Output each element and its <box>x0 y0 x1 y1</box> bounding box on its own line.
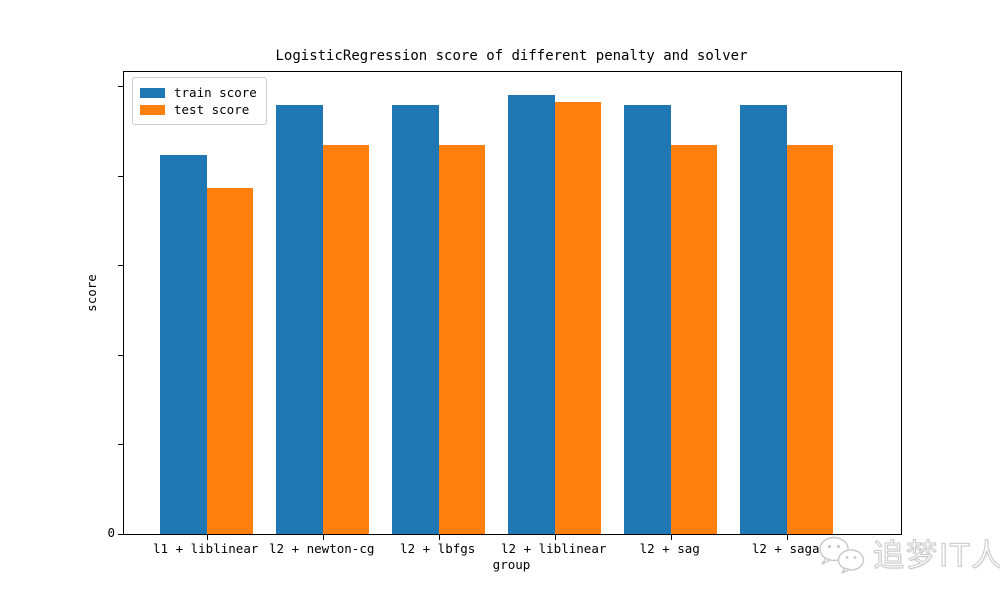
wechat-icon <box>819 536 865 574</box>
legend-items: train score test score <box>140 84 257 118</box>
legend-label: train score <box>174 84 257 100</box>
chart-title: LogisticRegression score of different pe… <box>275 48 748 64</box>
bar-train-score-6 <box>740 104 787 534</box>
y-tick <box>118 444 124 446</box>
bar-test-score-1 <box>206 188 254 534</box>
legend-label: test score <box>174 101 250 117</box>
x-tick-label-6: l2 + saga <box>751 541 820 556</box>
y-axis-label: score <box>84 274 99 312</box>
x-tick-label-2: l2 + newton-cg <box>269 541 375 556</box>
bar-train-score-1 <box>160 155 207 534</box>
bar-test-score-4 <box>554 102 602 534</box>
watermark-text: 追梦IT人 <box>872 538 1000 575</box>
y-tick <box>118 175 124 177</box>
y-tick <box>118 265 124 267</box>
legend-swatch-train-score <box>140 87 165 98</box>
plot-area: train score test score <box>118 71 902 540</box>
y-tick <box>118 534 124 535</box>
legend-swatch-test-score <box>140 104 165 115</box>
x-tick <box>786 534 788 540</box>
watermark: 追梦IT人 <box>817 534 1000 578</box>
legend: train score test score <box>132 77 267 125</box>
y-tick <box>118 354 124 356</box>
y-zero-label: 0 <box>107 525 115 540</box>
bar-train-score-2 <box>276 104 323 534</box>
bar-train-score-5 <box>624 104 671 534</box>
bar-test-score-2 <box>322 145 370 534</box>
x-tick <box>438 534 440 540</box>
bar-test-score-3 <box>438 145 486 534</box>
x-axis-label: group <box>492 557 531 572</box>
bar-train-score-4 <box>508 94 555 534</box>
x-tick-label-1: l1 + liblinear <box>153 541 259 556</box>
legend-item-test-score: test score <box>140 101 257 118</box>
bar-test-score-5 <box>670 145 718 534</box>
bar-test-score-6 <box>786 145 834 534</box>
x-tick <box>322 534 324 540</box>
legend-item-train-score: train score <box>140 84 257 101</box>
y-tick <box>118 86 124 87</box>
x-tick-label-5: l2 + sag <box>639 541 700 556</box>
bar-train-score-3 <box>392 104 439 534</box>
x-tick-label-4: l2 + liblinear <box>501 541 607 556</box>
x-tick <box>206 534 208 540</box>
x-tick <box>670 534 672 540</box>
x-tick-label-3: l2 + lbfgs <box>400 541 476 556</box>
x-tick <box>554 534 556 540</box>
